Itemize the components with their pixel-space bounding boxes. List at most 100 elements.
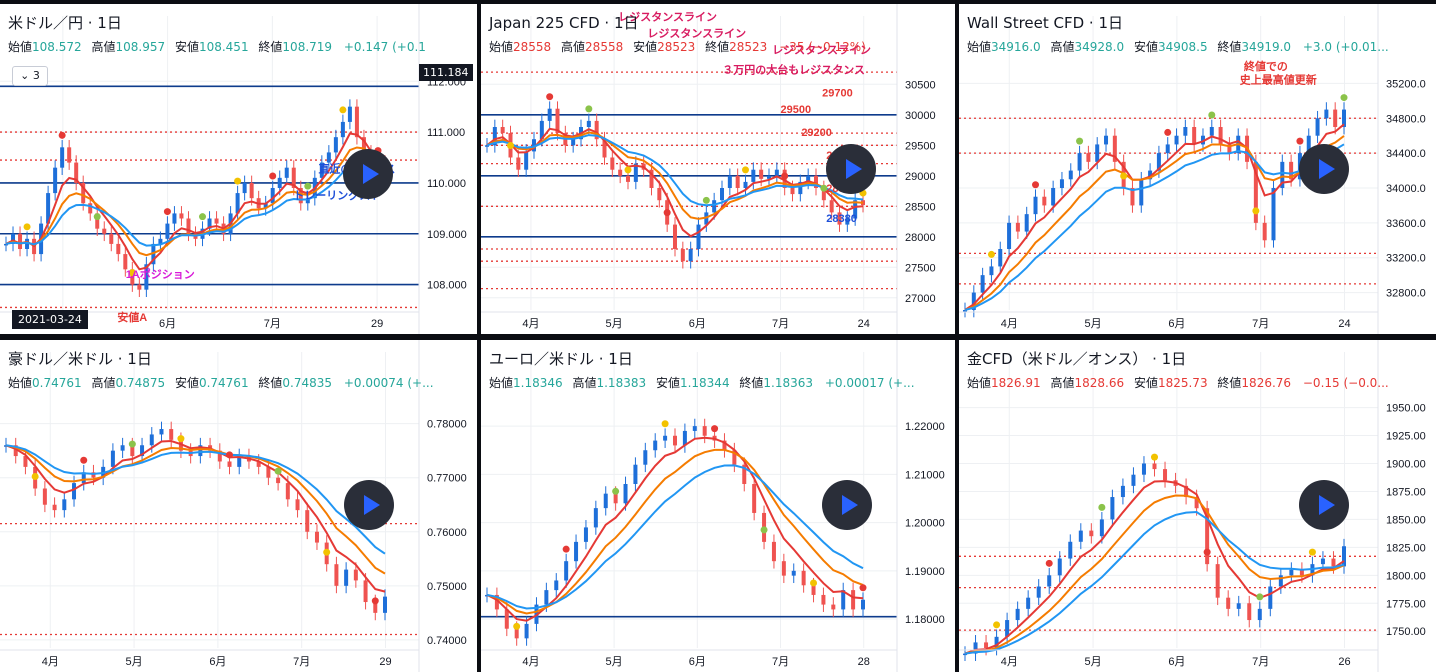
candle-body bbox=[347, 106, 352, 122]
signal-marker bbox=[1296, 137, 1304, 145]
x-tick-label: 6月 bbox=[1168, 656, 1185, 668]
panel-title: 金CFD（米ドル／オンス） · 1日 bbox=[967, 350, 1187, 368]
y-tick-label: 0.78000 bbox=[427, 419, 467, 431]
panel-gold[interactable]: 1950.00 1925.00 1900.00 1875.00 1850.00 1825.… bbox=[959, 340, 1436, 672]
candle-body bbox=[623, 484, 628, 504]
candle-body bbox=[53, 167, 58, 194]
chart-annotation: レジスタンスライン bbox=[772, 44, 871, 57]
signal-marker bbox=[177, 435, 185, 443]
panel-jp225[interactable]: 30500 30000 29500 29000 28500 28000 27500 27000… bbox=[481, 4, 955, 334]
signal-marker bbox=[781, 172, 789, 180]
candle-body bbox=[198, 445, 203, 457]
play-icon[interactable] bbox=[343, 149, 393, 199]
x-tick-label: 6月 bbox=[1168, 318, 1185, 330]
candle-body bbox=[594, 120, 599, 140]
signal-marker bbox=[742, 166, 749, 174]
candle-body bbox=[973, 642, 978, 654]
candle-body bbox=[1068, 170, 1073, 180]
panel-eurusd[interactable]: 1.22000 1.21000 1.20000 1.19000 1.18000 4月 5月 6… bbox=[481, 340, 955, 672]
x-tick-label: 5月 bbox=[1085, 656, 1102, 668]
candle-body bbox=[653, 440, 658, 451]
candle-body bbox=[702, 426, 707, 436]
candle-body bbox=[1156, 153, 1161, 171]
candle-body bbox=[116, 243, 121, 255]
panel-title: 米ドル／円 · 1日 bbox=[8, 14, 122, 32]
candle-body bbox=[821, 594, 826, 605]
play-icon[interactable] bbox=[344, 480, 394, 530]
candle-body bbox=[564, 561, 569, 581]
chart-annotation: 28380 bbox=[826, 213, 857, 225]
x-tick-label: 7月 bbox=[1252, 656, 1269, 668]
candle-body bbox=[1099, 519, 1104, 537]
ohlc-readout: 始値1826.91 高値1828.66 安値1825.73 終値1826.76 … bbox=[967, 376, 1389, 390]
candle-body bbox=[1078, 530, 1083, 542]
candle-body bbox=[1205, 508, 1210, 565]
candle-body bbox=[1148, 170, 1153, 180]
play-icon[interactable] bbox=[1299, 144, 1349, 194]
candle-body bbox=[1289, 161, 1294, 180]
candle-body bbox=[235, 193, 240, 214]
candle-body bbox=[1342, 546, 1346, 567]
signal-marker bbox=[562, 545, 570, 553]
candle-body bbox=[237, 456, 242, 467]
x-tick-label: 5月 bbox=[606, 318, 623, 330]
y-tick-label: 1.18000 bbox=[905, 614, 945, 626]
y-tick-label: 1750.00 bbox=[1386, 626, 1426, 638]
y-tick-label: 33600.0 bbox=[1386, 218, 1426, 230]
candle-body bbox=[383, 596, 387, 613]
y-tick-label: 34400.0 bbox=[1386, 148, 1426, 160]
signal-marker bbox=[80, 456, 88, 464]
candle-body bbox=[688, 249, 693, 262]
candle-body bbox=[172, 213, 177, 224]
panel-audusd[interactable]: 0.78000 0.77000 0.76000 0.75000 0.74000 4月 5月 6… bbox=[0, 340, 477, 672]
panel-us30[interactable]: 35200.0 34800.0 34400.0 34000.0 33600.0 33200… bbox=[959, 4, 1436, 334]
y-tick-label: 1775.00 bbox=[1386, 598, 1426, 610]
candle-body bbox=[1236, 603, 1241, 609]
signal-marker bbox=[226, 451, 234, 459]
candle-body bbox=[1047, 575, 1052, 587]
indicator-collapse-button[interactable]: ⌄ 3 bbox=[12, 66, 48, 86]
panel-usdjpy[interactable]: 112.000111.000110.000109.000108.0005月6月7… bbox=[0, 4, 477, 334]
signal-marker bbox=[1151, 453, 1158, 461]
candle-body bbox=[692, 426, 697, 431]
candle-body bbox=[663, 435, 668, 441]
candle-body bbox=[1110, 497, 1115, 520]
play-icon[interactable] bbox=[826, 144, 876, 194]
signal-marker bbox=[269, 172, 277, 180]
x-tick-label: 29 bbox=[371, 318, 383, 330]
candle-body bbox=[159, 429, 164, 435]
candle-body bbox=[158, 238, 163, 244]
moving-average-line bbox=[964, 143, 1345, 311]
candle-body bbox=[295, 499, 300, 511]
signal-marker bbox=[339, 106, 347, 114]
y-tick-label: 30500 bbox=[905, 79, 936, 91]
candle-body bbox=[1184, 485, 1189, 498]
candle-body bbox=[314, 531, 319, 543]
eurusd-chart-svg[interactable]: 1.22000 1.21000 1.20000 1.19000 1.18000 4月 5月 6… bbox=[481, 340, 955, 672]
y-tick-label: 1950.00 bbox=[1386, 403, 1426, 415]
us30-chart-svg[interactable]: 35200.0 34800.0 34400.0 34000.0 33600.0 33200… bbox=[959, 4, 1436, 334]
candle-body bbox=[217, 450, 222, 462]
signal-marker bbox=[1252, 207, 1260, 215]
candle-body bbox=[752, 484, 757, 513]
candle-body bbox=[720, 188, 724, 201]
candle-body bbox=[485, 145, 489, 147]
y-tick-label: 109.000 bbox=[427, 229, 467, 241]
signal-marker bbox=[1120, 172, 1128, 180]
signal-marker bbox=[31, 473, 39, 481]
y-tick-label: 29500 bbox=[905, 140, 936, 152]
moving-average-line bbox=[5, 444, 386, 575]
signal-marker bbox=[234, 177, 242, 185]
signal-marker bbox=[987, 250, 995, 258]
candle-body bbox=[722, 440, 727, 451]
candle-body bbox=[1262, 222, 1267, 241]
candle-body bbox=[169, 429, 174, 440]
play-icon[interactable] bbox=[1299, 480, 1349, 530]
signal-marker bbox=[585, 105, 593, 113]
candle-body bbox=[52, 504, 57, 511]
signal-marker bbox=[1208, 111, 1216, 119]
candle-body bbox=[1033, 196, 1038, 215]
chart-annotation: レジスタンスライン bbox=[647, 27, 746, 40]
candle-body bbox=[696, 224, 701, 249]
play-icon[interactable] bbox=[822, 480, 872, 530]
